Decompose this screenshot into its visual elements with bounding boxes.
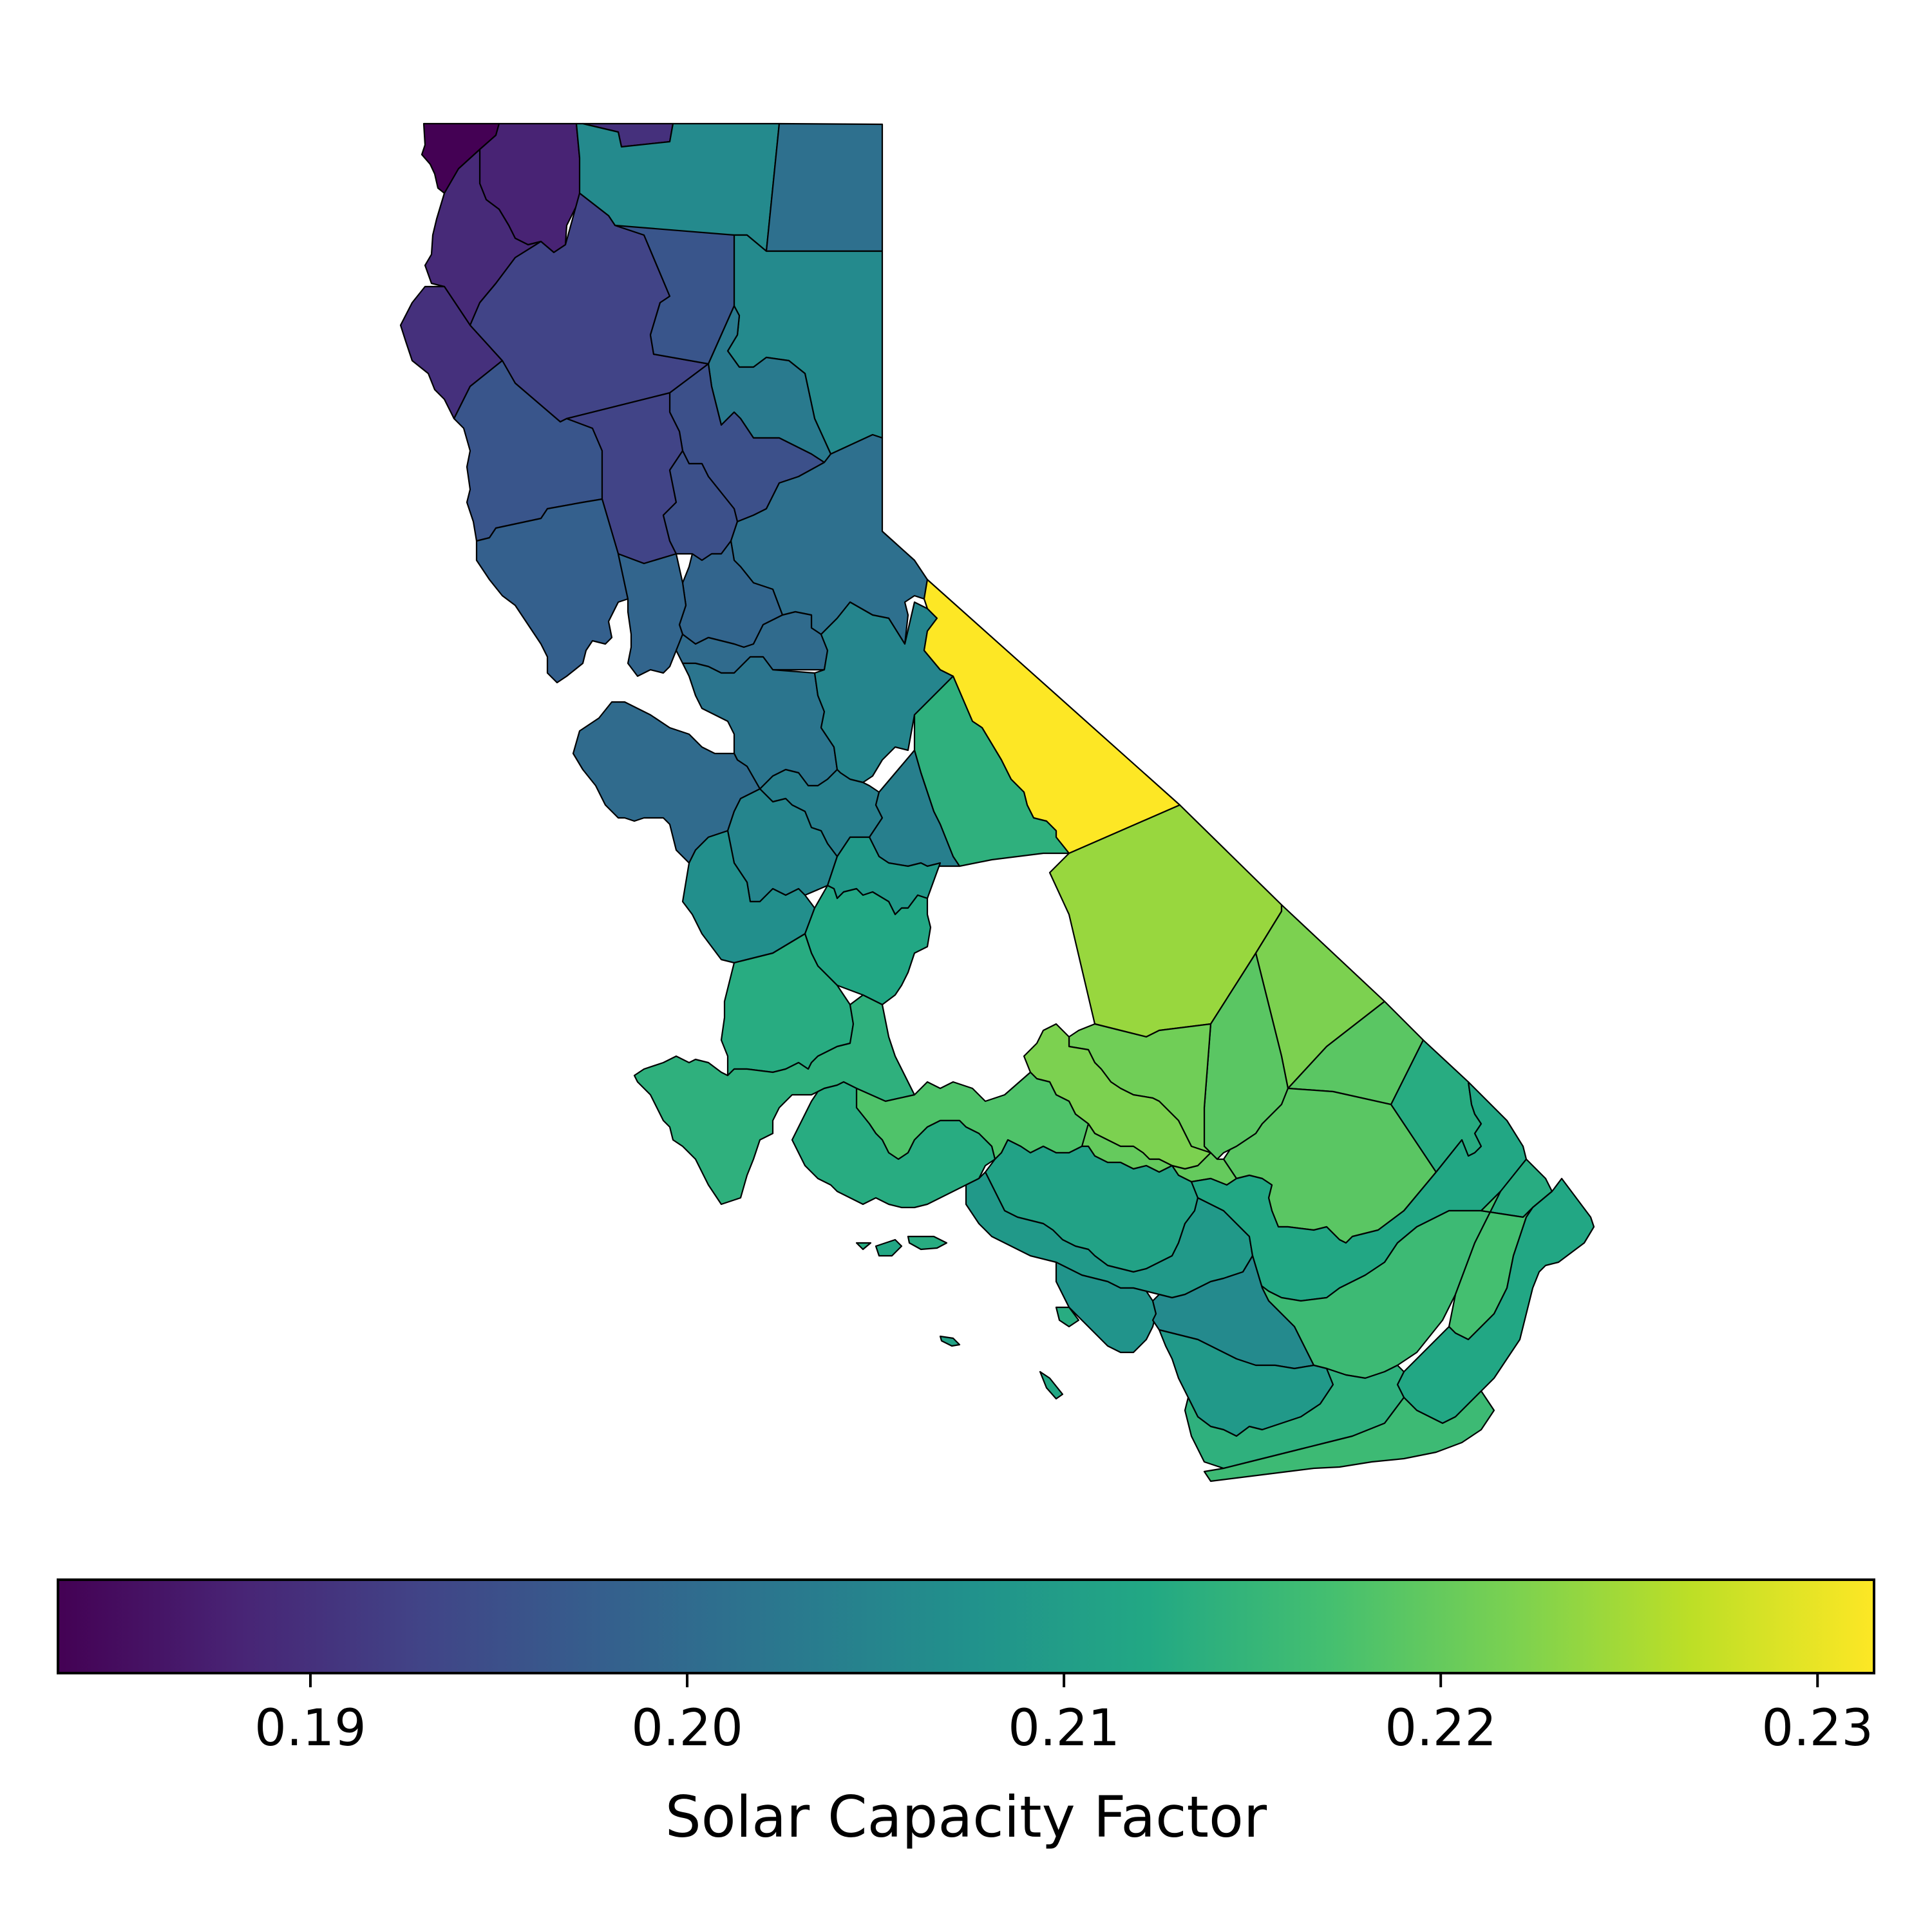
map-region	[855, 1242, 872, 1251]
map-region	[791, 1081, 996, 1209]
map-region	[765, 122, 884, 252]
map-region	[1055, 1306, 1080, 1328]
colorbar-gradient	[57, 1578, 1875, 1674]
map-region	[1184, 1364, 1405, 1470]
colorbar-tick-label: 0.21	[1008, 1700, 1120, 1757]
map-region	[804, 884, 932, 1006]
map-region	[1203, 1390, 1495, 1482]
map-region	[681, 829, 816, 964]
colorbar-tick-label: 0.20	[631, 1700, 743, 1757]
map-region	[1055, 1261, 1157, 1354]
colorbar: 0.19 0.20 0.21 0.22 0.23 Solar Capacity Fact…	[57, 1578, 1875, 1850]
map-region	[614, 224, 735, 365]
colorbar-tick-label: 0.19	[254, 1700, 366, 1757]
map-region	[617, 553, 687, 677]
colorbar-ticks: 0.19 0.20 0.21 0.22 0.23	[254, 1673, 1873, 1757]
california-map	[399, 122, 1595, 1482]
colorbar-tick-label: 0.22	[1385, 1700, 1497, 1757]
map-region	[939, 1335, 961, 1347]
map-region	[813, 601, 954, 784]
colorbar-tick-label: 0.23	[1761, 1700, 1873, 1757]
map-region	[475, 498, 629, 684]
map-region	[907, 1235, 948, 1251]
map-region	[633, 994, 916, 1206]
map-region	[1039, 1370, 1064, 1400]
map-region	[875, 1238, 903, 1257]
colorbar-label: Solar Capacity Factor	[665, 1784, 1267, 1850]
